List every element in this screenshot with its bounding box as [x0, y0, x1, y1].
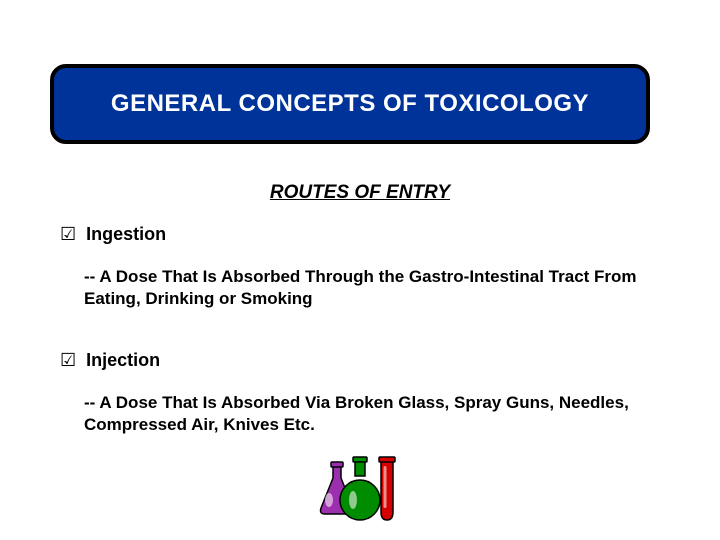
lab-glassware-icon [315, 456, 405, 531]
checkbox-icon: ☑ [60, 350, 76, 372]
bullet-injection: ☑ Injection [60, 350, 160, 372]
bullet-desc-injection: -- A Dose That Is Absorbed Via Broken Gl… [84, 392, 654, 436]
subtitle: ROUTES OF ENTRY [0, 182, 720, 204]
title-banner: GENERAL CONCEPTS OF TOXICOLOGY [50, 64, 650, 144]
bullet-label-injection: Injection [86, 350, 160, 371]
bullet-desc-ingestion: -- A Dose That Is Absorbed Through the G… [84, 266, 654, 310]
bullet-ingestion: ☑ Ingestion [60, 224, 166, 246]
bullet-label-ingestion: Ingestion [86, 224, 166, 245]
checkbox-icon: ☑ [60, 224, 76, 246]
title-text: GENERAL CONCEPTS OF TOXICOLOGY [111, 90, 589, 118]
